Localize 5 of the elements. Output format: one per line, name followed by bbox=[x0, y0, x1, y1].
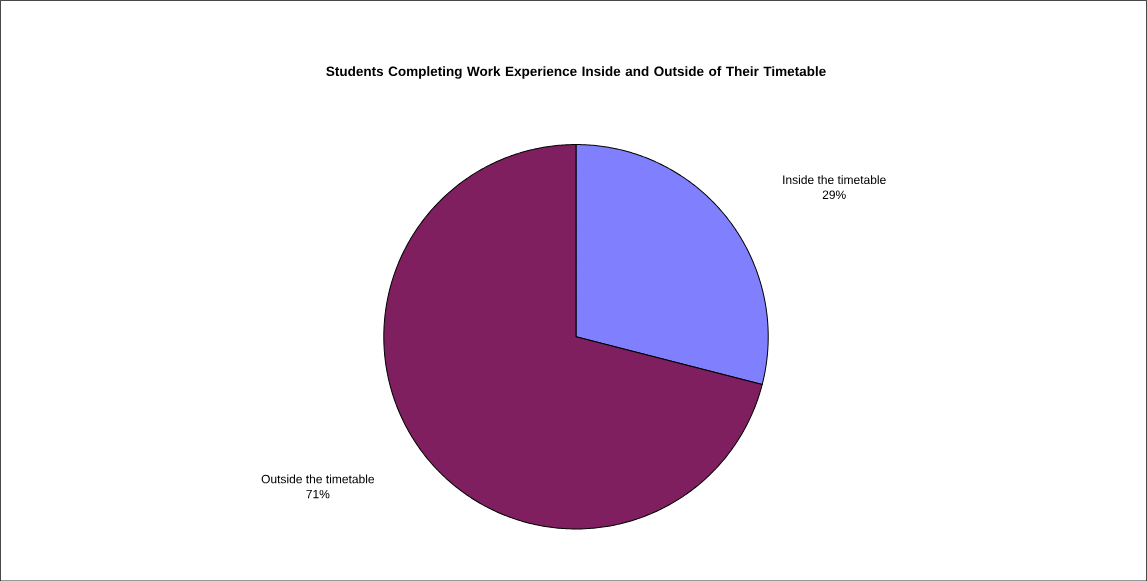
slice-label: Inside the timetable bbox=[783, 174, 886, 184]
data-label: 71% bbox=[306, 489, 330, 499]
slice-label: Outside the timetable bbox=[261, 474, 375, 484]
chart-title: Students Completing Work Experience Inside and Outside of Their Timetable bbox=[326, 65, 826, 79]
data-label: 29% bbox=[822, 190, 846, 199]
